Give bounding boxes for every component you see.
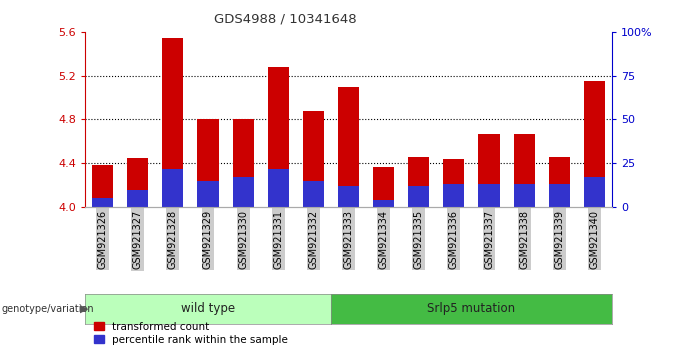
Bar	[373, 167, 394, 207]
Bar	[197, 120, 218, 207]
Text: GSM921340: GSM921340	[590, 210, 600, 269]
Text: GSM921327: GSM921327	[133, 210, 143, 269]
Text: GSM921335: GSM921335	[413, 210, 424, 269]
Text: GSM921331: GSM921331	[273, 210, 284, 269]
Text: GSM921333: GSM921333	[343, 210, 354, 269]
Bar	[479, 184, 500, 207]
Bar	[163, 39, 184, 207]
Bar	[233, 177, 254, 207]
Bar	[584, 177, 605, 207]
Bar	[127, 158, 148, 207]
Text: GSM921337: GSM921337	[484, 210, 494, 269]
Bar	[549, 157, 570, 207]
Bar	[233, 120, 254, 207]
Bar	[443, 159, 464, 207]
Bar	[338, 186, 359, 207]
Text: GSM921334: GSM921334	[379, 210, 389, 269]
Bar	[268, 169, 289, 207]
Text: GSM921330: GSM921330	[238, 210, 248, 269]
Bar	[92, 198, 113, 207]
Bar	[549, 184, 570, 207]
Bar	[92, 165, 113, 207]
Text: GSM921338: GSM921338	[519, 210, 529, 269]
Bar	[127, 190, 148, 207]
Bar	[443, 184, 464, 207]
Text: GSM921328: GSM921328	[168, 210, 178, 269]
Text: wild type: wild type	[181, 302, 235, 315]
Text: Srlp5 mutation: Srlp5 mutation	[428, 302, 515, 315]
Bar	[268, 67, 289, 207]
Text: GSM921326: GSM921326	[97, 210, 107, 269]
Bar	[197, 181, 218, 207]
Text: genotype/variation: genotype/variation	[1, 304, 94, 314]
Text: GSM921332: GSM921332	[308, 210, 318, 269]
Text: ▶: ▶	[80, 304, 88, 314]
Bar	[513, 134, 534, 207]
Text: GSM921329: GSM921329	[203, 210, 213, 269]
Text: GSM921339: GSM921339	[554, 210, 564, 269]
Bar	[338, 87, 359, 207]
Legend: transformed count, percentile rank within the sample: transformed count, percentile rank withi…	[90, 317, 292, 349]
Text: GDS4988 / 10341648: GDS4988 / 10341648	[214, 12, 357, 25]
Bar	[163, 169, 184, 207]
Bar	[513, 184, 534, 207]
Bar	[408, 157, 429, 207]
Bar	[303, 181, 324, 207]
Bar	[584, 81, 605, 207]
Bar	[373, 200, 394, 207]
Bar	[303, 111, 324, 207]
Bar	[479, 134, 500, 207]
Bar	[408, 186, 429, 207]
Text: GSM921336: GSM921336	[449, 210, 459, 269]
